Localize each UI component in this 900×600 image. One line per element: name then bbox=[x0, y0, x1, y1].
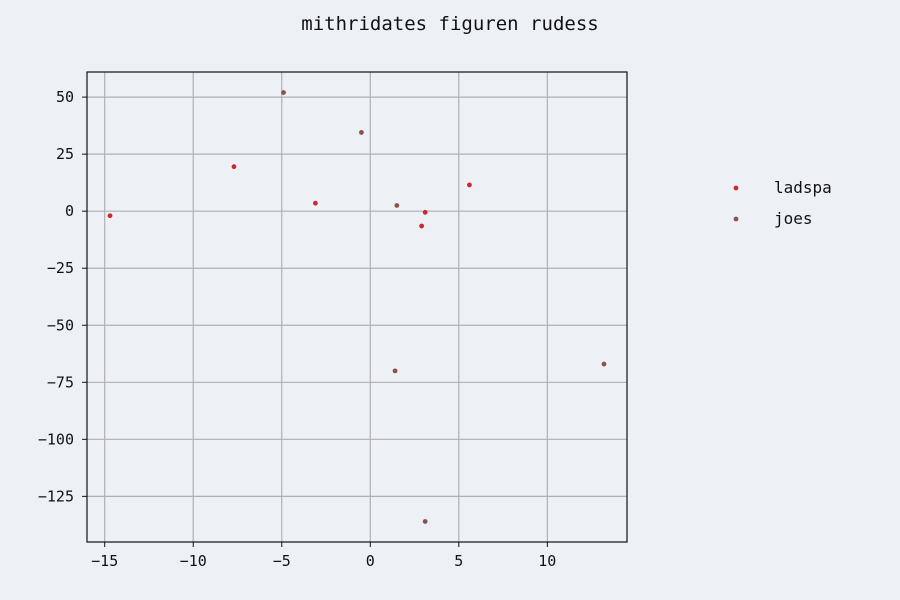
y-tick-label: 50 bbox=[56, 88, 74, 106]
data-point-joes bbox=[422, 519, 428, 524]
data-point-joes bbox=[392, 368, 398, 374]
data-point-ladspa bbox=[231, 164, 237, 170]
y-tick-label: 0 bbox=[65, 202, 74, 220]
legend-marker-ladspa bbox=[733, 185, 739, 191]
y-tick-label: −25 bbox=[47, 259, 74, 277]
x-axis: −15 −10 −5 0 5 10 bbox=[91, 542, 556, 570]
data-point-ladspa bbox=[312, 200, 318, 206]
x-tick-label: 5 bbox=[454, 552, 463, 570]
chart-title: mithridates figuren rudess bbox=[301, 13, 598, 35]
y-tick-label: −125 bbox=[38, 487, 74, 505]
y-tick-label: −100 bbox=[38, 430, 74, 448]
data-point-ladspa bbox=[467, 182, 472, 188]
legend: ladspa joes bbox=[733, 178, 832, 228]
data-point-joes bbox=[281, 90, 286, 95]
x-tick-label: −5 bbox=[273, 552, 291, 570]
plot-area-frame bbox=[86, 71, 628, 543]
legend-label-joes: joes bbox=[774, 209, 813, 228]
data-point-ladspa bbox=[419, 223, 425, 229]
y-axis: 50 25 0 −25 −50 −75 −100 −125 bbox=[38, 88, 87, 505]
x-tick-label: 10 bbox=[538, 552, 556, 570]
data-point-joes bbox=[359, 130, 364, 135]
y-tick-label: −50 bbox=[47, 316, 74, 334]
data-points bbox=[107, 90, 607, 524]
grid-lines bbox=[87, 72, 627, 542]
data-point-joes bbox=[601, 361, 607, 367]
legend-label-ladspa: ladspa bbox=[774, 178, 832, 197]
data-point-ladspa bbox=[107, 213, 113, 219]
y-tick-label: −75 bbox=[47, 373, 74, 391]
data-point-joes bbox=[394, 203, 400, 208]
x-tick-label: −15 bbox=[91, 552, 118, 570]
data-point-ladspa bbox=[422, 209, 428, 215]
legend-marker-joes bbox=[733, 216, 739, 222]
x-tick-label: −10 bbox=[180, 552, 207, 570]
y-tick-label: 25 bbox=[56, 145, 74, 163]
x-tick-label: 0 bbox=[366, 552, 375, 570]
